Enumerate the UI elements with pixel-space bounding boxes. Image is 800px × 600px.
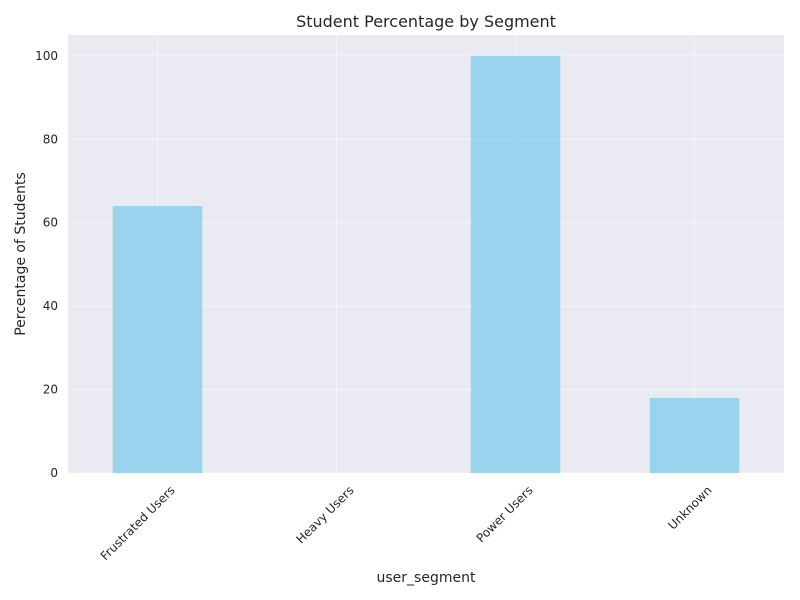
y-tick-label: 100 xyxy=(35,49,58,63)
y-tick-labels: 0 20 40 60 80 100 xyxy=(35,49,58,480)
x-axis-label: user_segment xyxy=(377,570,476,586)
bar-power-users xyxy=(470,55,561,473)
x-tick-label: Frustrated Users xyxy=(98,483,178,563)
bar-frustrated-users xyxy=(112,206,203,473)
bar-unknown xyxy=(649,397,740,473)
x-tick-label: Heavy Users xyxy=(293,483,356,546)
y-tick-label: 80 xyxy=(43,132,58,146)
chart-title: Student Percentage by Segment xyxy=(296,12,556,31)
y-axis-label: Percentage of Students xyxy=(13,172,29,336)
x-tick-labels: Frustrated Users Heavy Users Power Users Un… xyxy=(98,483,715,563)
y-tick-label: 20 xyxy=(43,383,58,397)
y-tick-label: 60 xyxy=(43,216,58,230)
y-tick-label: 0 xyxy=(50,466,58,480)
x-tick-label: Power Users xyxy=(474,483,536,545)
bars xyxy=(112,55,740,473)
x-tick-label: Unknown xyxy=(665,483,714,532)
y-tick-label: 40 xyxy=(43,299,58,313)
